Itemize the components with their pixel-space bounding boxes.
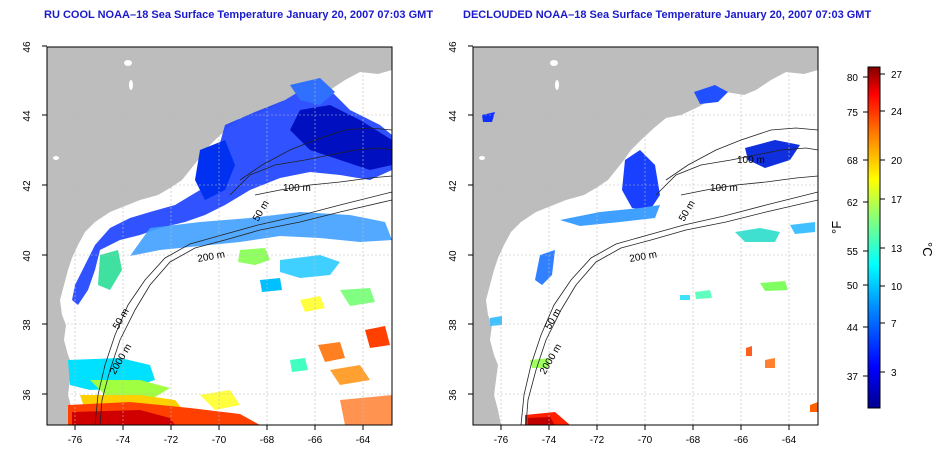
y-tick-label: 46 <box>448 41 459 53</box>
celsius-tick-label: 7 <box>891 319 897 330</box>
contour-label: 100 m <box>283 183 311 194</box>
y-tick-label: 42 <box>448 180 459 192</box>
y-tick-label: 38 <box>22 319 33 331</box>
x-tick-label: -70 <box>212 435 227 446</box>
x-tick-label: -64 <box>782 435 797 446</box>
x-tick-label: -72 <box>590 435 605 446</box>
x-tick-label: -66 <box>308 435 323 446</box>
fahrenheit-tick-label: 55 <box>847 247 859 258</box>
x-tick-label: -74 <box>116 435 131 446</box>
fahrenheit-tick-label: 80 <box>847 73 859 84</box>
celsius-tick-label: 17 <box>891 195 903 206</box>
lake <box>479 156 485 160</box>
celsius-unit-label: °C <box>920 242 935 257</box>
fahrenheit-tick-label: 75 <box>847 108 859 119</box>
land-mass <box>47 47 392 425</box>
left-map: 100 m 50 m 200 m 50 m 2000 m -76 -74 -72… <box>22 41 393 446</box>
celsius-tick-label: 20 <box>891 156 903 167</box>
lake <box>129 80 133 90</box>
y-tick-label: 44 <box>22 110 33 122</box>
lake <box>124 60 132 66</box>
y-tick-label: 36 <box>22 389 33 401</box>
lake <box>550 60 558 66</box>
fahrenheit-unit-label: °F <box>829 221 844 234</box>
y-tick-label: 42 <box>22 180 33 192</box>
x-tick-label: -70 <box>638 435 653 446</box>
right-map: 100 m 100 m 50 m 200 m 50 m 2000 m -76 -… <box>448 41 819 446</box>
y-tick-label: 36 <box>448 389 459 401</box>
fahrenheit-tick-label: 62 <box>847 198 859 209</box>
y-tick-label: 46 <box>22 41 33 53</box>
bathymetry-contours <box>94 127 392 425</box>
contour-label: 100 m <box>710 183 738 194</box>
x-tick-label: -68 <box>260 435 275 446</box>
lake <box>53 156 59 160</box>
celsius-tick-label: 27 <box>891 70 903 81</box>
x-tick-label: -76 <box>494 435 509 446</box>
x-tick-label: -68 <box>686 435 701 446</box>
grid-lines <box>473 47 818 425</box>
right-map-title: DECLOUDED NOAA–18 Sea Surface Temperatur… <box>463 9 872 21</box>
y-tick-label: 38 <box>448 319 459 331</box>
x-tick-label: -72 <box>164 435 179 446</box>
land-mass <box>473 47 818 425</box>
fahrenheit-tick-label: 37 <box>847 372 859 383</box>
contour-label: 200 m <box>197 249 226 265</box>
y-tick-label: 40 <box>448 250 459 262</box>
colorbar-gradient <box>867 66 881 409</box>
x-tick-label: -64 <box>356 435 371 446</box>
fahrenheit-tick-label: 50 <box>847 281 859 292</box>
x-tick-label: -74 <box>542 435 557 446</box>
y-tick-label: 44 <box>448 110 459 122</box>
celsius-tick-label: 3 <box>891 368 897 379</box>
celsius-tick-label: 10 <box>891 282 903 293</box>
celsius-tick-label: 13 <box>891 244 903 255</box>
left-map-title: RU COOL NOAA–18 Sea Surface Temperature … <box>44 9 434 21</box>
contour-label: 100 m <box>737 155 765 166</box>
lake <box>555 80 559 90</box>
fahrenheit-tick-label: 68 <box>847 156 859 167</box>
fahrenheit-tick-label: 44 <box>847 323 859 334</box>
colorbar: 80 75 68 62 55 50 44 37 27 24 20 17 13 1… <box>829 66 935 409</box>
y-tick-label: 40 <box>22 250 33 262</box>
bathymetry-contours <box>520 127 818 425</box>
sst-patches <box>482 85 818 425</box>
x-tick-label: -66 <box>734 435 749 446</box>
contour-label: 200 m <box>629 249 658 265</box>
celsius-tick-label: 24 <box>891 107 903 118</box>
x-tick-label: -76 <box>68 435 83 446</box>
